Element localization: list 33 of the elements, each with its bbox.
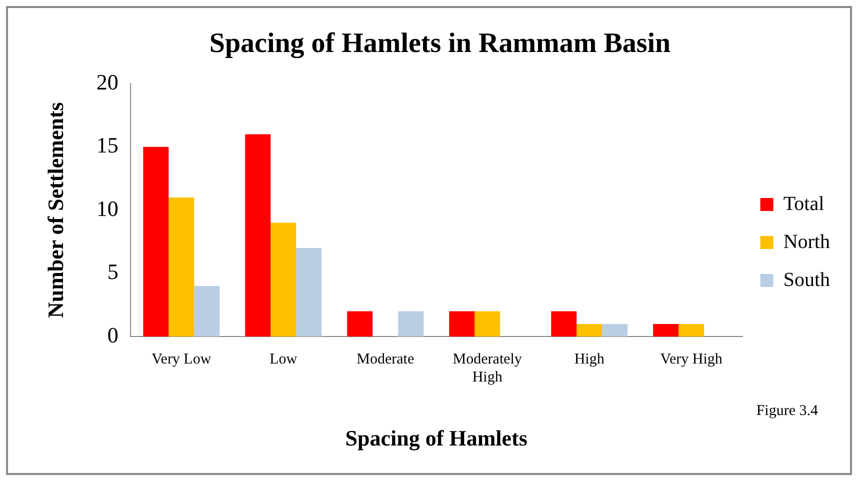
bar [551,311,577,337]
bar [143,146,169,337]
y-tick-label: 0 [107,322,118,348]
bar [270,222,296,337]
legend-label: Total [783,192,825,215]
x-tick-label: Moderate [356,352,414,368]
legend-label: North [783,230,830,253]
x-tick-label: Moderately High [452,352,522,386]
x-tick-label: Very Low [152,352,212,368]
y-tick-label: 5 [107,259,118,284]
y-tick-label: 10 [96,196,118,221]
bar [678,324,704,337]
bar [602,324,628,337]
x-tick-label: Very High [660,352,723,368]
bar [576,324,602,337]
legend-label: South [783,268,830,291]
x-tick-label: High [574,352,605,368]
bar [168,197,194,337]
y-axis-title: Number of Settlements [42,102,68,318]
bar [347,311,373,337]
y-tick-label: 20 [96,69,118,94]
bar [245,134,271,337]
bar [398,311,424,337]
caption: Figure 3.4 [756,402,818,419]
bar [653,324,679,337]
bar [194,286,220,337]
x-axis-title: Spacing of Hamlets [345,425,528,450]
bar [296,248,322,337]
bar [474,311,500,337]
chart-title: Spacing of Hamlets in Rammam Basin [209,28,672,60]
y-tick-label: 15 [96,132,118,158]
bar [449,311,475,337]
x-tick-label: Low [270,352,298,368]
